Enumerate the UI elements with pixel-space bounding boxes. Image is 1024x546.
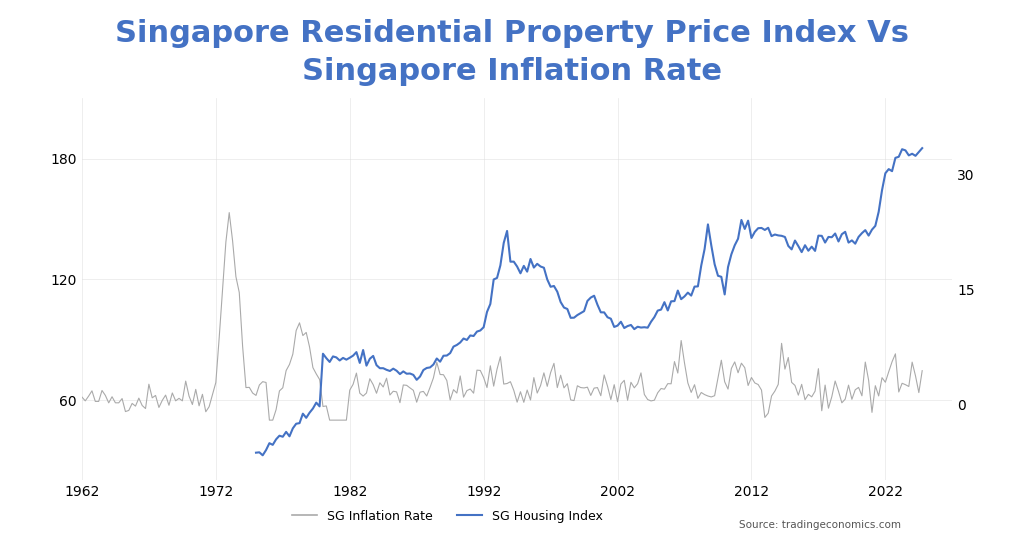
SG Housing Index	[916, 145, 929, 151]
Legend: SG Inflation Rate, SG Housing Index: SG Inflation Rate, SG Housing Index	[287, 505, 608, 528]
Line: SG Housing Index: SG Housing Index	[256, 148, 923, 455]
SG Inflation Rate	[92, 398, 104, 405]
SG Inflation Rate	[263, 417, 275, 423]
SG Housing Index	[431, 355, 443, 362]
SG Housing Index	[250, 449, 262, 456]
SG Inflation Rate	[672, 370, 684, 376]
SG Inflation Rate	[749, 379, 761, 386]
Text: Singapore Residential Property Price Index Vs: Singapore Residential Property Price Ind…	[115, 19, 909, 48]
SG Housing Index	[294, 420, 306, 426]
SG Inflation Rate	[334, 417, 346, 423]
SG Inflation Rate	[76, 394, 88, 400]
Text: Source: tradingeconomics.com: Source: tradingeconomics.com	[739, 520, 901, 530]
SG Inflation Rate	[223, 209, 236, 216]
Text: Singapore Inflation Rate: Singapore Inflation Rate	[302, 57, 722, 86]
SG Inflation Rate	[916, 367, 929, 374]
SG Housing Index	[377, 365, 389, 371]
SG Housing Index	[886, 168, 898, 174]
SG Housing Index	[862, 232, 874, 239]
SG Inflation Rate	[618, 377, 631, 384]
SG Housing Index	[280, 429, 292, 435]
SG Inflation Rate	[902, 383, 914, 390]
SG Housing Index	[257, 452, 269, 459]
Line: SG Inflation Rate: SG Inflation Rate	[82, 212, 923, 420]
